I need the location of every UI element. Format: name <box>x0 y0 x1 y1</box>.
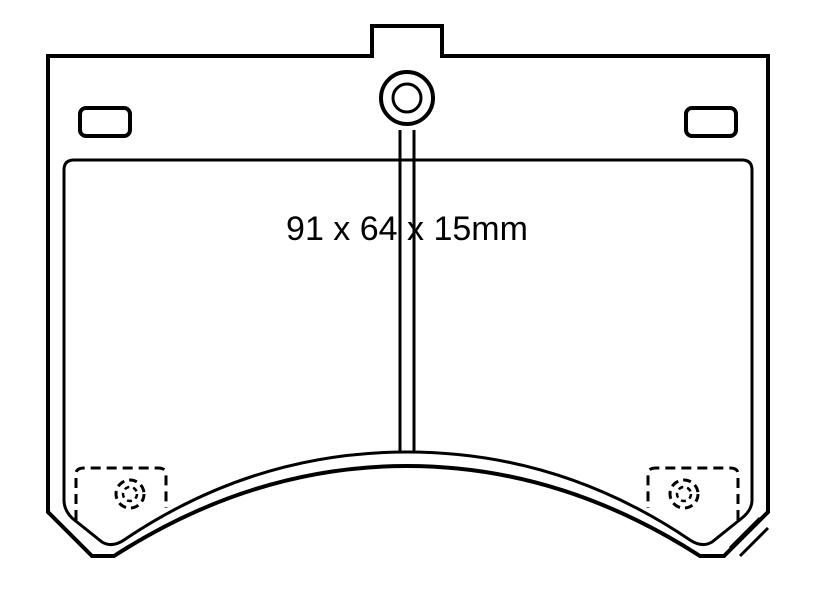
center-hole-outer <box>381 72 433 124</box>
pad-outline <box>48 26 768 556</box>
center-hole-inner <box>393 84 421 112</box>
wear-indicator-right <box>648 468 738 520</box>
right-slot <box>686 108 736 136</box>
dimensions-label: 91 x 64 x 15mm <box>257 210 557 249</box>
left-slot <box>80 108 130 136</box>
wear-indicator-left <box>76 468 166 520</box>
brake-pad-diagram: 91 x 64 x 15mm <box>0 0 815 609</box>
diagram-svg <box>0 0 815 609</box>
